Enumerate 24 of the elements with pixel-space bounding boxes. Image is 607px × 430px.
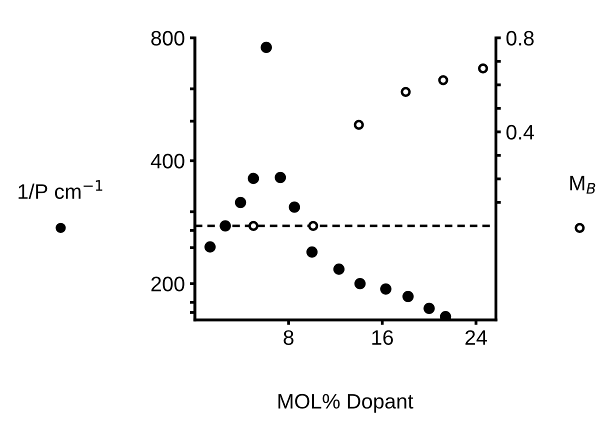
point	[440, 311, 452, 320]
point	[274, 172, 286, 184]
point	[354, 278, 366, 290]
x-tick-label: 16	[372, 330, 393, 345]
point	[204, 241, 216, 253]
y-tick-label: 200	[151, 276, 184, 292]
point	[288, 201, 300, 213]
point	[306, 246, 318, 258]
y-tick-label: 400	[150, 154, 184, 168]
y2-tick-label: 0.4	[506, 124, 534, 140]
point	[260, 42, 272, 54]
y2-tick-label: 0.8	[506, 30, 534, 46]
point	[248, 172, 260, 184]
point	[234, 196, 246, 208]
y2-axis-title: M$_{B}$	[570, 176, 596, 194]
x-tick-label: 8	[284, 330, 294, 345]
y-axis-title: 1/P cm$^{−1}$	[18, 180, 102, 199]
y-tick-label: 800	[151, 30, 184, 46]
point	[333, 264, 345, 275]
point	[424, 302, 435, 314]
x-tick-label: 24	[465, 330, 487, 345]
point	[402, 290, 414, 302]
point	[380, 283, 392, 295]
x-axis-title: MOL% Dopant	[278, 394, 414, 413]
